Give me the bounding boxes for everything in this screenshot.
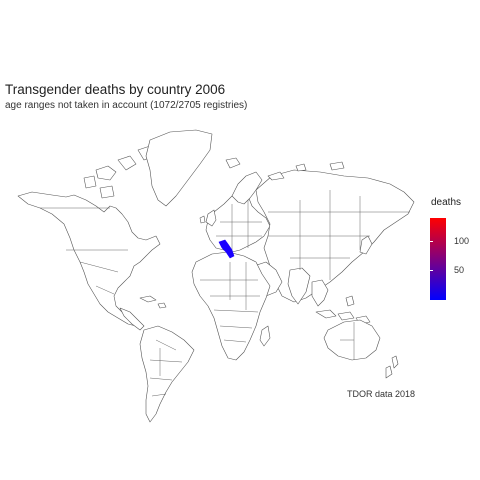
africa-landmass (191, 251, 271, 361)
caribbean-islands (139, 295, 167, 309)
legend-tick-mark-50 (430, 270, 433, 271)
map-title: Transgender deaths by country 2006 (5, 82, 226, 97)
country-borders-africa (200, 262, 260, 343)
new-zealand-islands (385, 355, 399, 379)
legend-color-scale (430, 218, 446, 300)
siberian-islands (267, 161, 345, 181)
southeast-asia-landmass (311, 279, 329, 307)
country-borders-north-america (40, 207, 128, 295)
north-america-landmass (17, 191, 161, 327)
country-borders-europe (216, 200, 262, 250)
indian-subcontinent (287, 267, 311, 305)
legend-title: deaths (431, 197, 462, 208)
arctic-islands (83, 145, 155, 199)
country-borders-asia (268, 190, 410, 280)
legend-tick-100: 100 (454, 236, 470, 246)
country-borders-south-america (149, 339, 183, 397)
central-america-landmass (119, 307, 145, 331)
highlighted-country-italy (218, 239, 235, 259)
iceland-landmass (225, 157, 241, 169)
map-subtitle: age ranges not taken in account (1072/27… (5, 100, 248, 111)
greenland-landmass (145, 129, 213, 207)
legend-tick-50: 50 (454, 265, 465, 275)
south-america-landmass (139, 325, 195, 423)
legend-tick-mark-100 (430, 241, 433, 242)
japan-islands (359, 235, 373, 255)
scandinavia-landmass (231, 171, 263, 205)
indonesia-islands (315, 295, 371, 325)
country-borders-australia (340, 322, 355, 360)
madagascar-island (259, 325, 271, 347)
map-caption: TDOR data 2018 (346, 389, 415, 399)
british-isles-landmass (199, 209, 217, 227)
